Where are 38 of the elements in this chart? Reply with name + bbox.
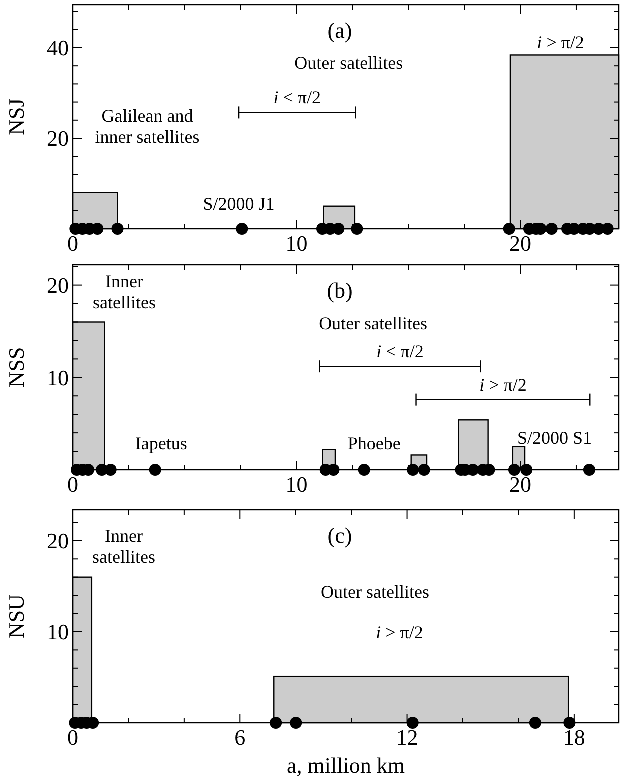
y-axis-title: NSJ [4,98,29,136]
annotation: i > π/2 [537,32,584,52]
y-axis-title: NSU [4,594,29,639]
annotation: i < π/2 [274,88,321,108]
annotation: Outer satellites [294,53,404,74]
annotation: S/2000 J1 [203,194,275,214]
x-tick-label: 20 [510,231,532,256]
x-tick-label: 6 [234,725,246,750]
x-tick-label: 20 [510,472,532,497]
x-tick-label: 0 [68,725,78,750]
annotation: Iapetus [135,434,188,454]
x-tick-label: 18 [563,725,586,750]
x-tick-label: 0 [68,231,78,256]
y-tick-label: 40 [47,36,69,61]
annotation: Inner satellites [92,526,156,568]
y-axis-title: NSS [4,347,29,388]
annotation: Outer satellites [321,582,430,602]
y-tick-label: 10 [47,620,69,645]
annotation: i > π/2 [480,374,527,395]
x-axis-title: a, million km [287,753,405,778]
y-tick-label: 10 [47,365,69,390]
annotation: Inner satellites [92,272,156,313]
text: (a) [328,18,352,43]
text: (c) [328,523,352,548]
x-tick-label: 10 [286,472,308,497]
annotation: Galilean and inner satellites [95,106,200,148]
y-tick-label: 20 [47,273,69,298]
x-tick-label: 0 [68,472,78,497]
annotation: i < π/2 [376,342,424,362]
text: (b) [327,278,353,303]
x-tick-label: 10 [286,231,308,256]
annotation: Phoebe [348,434,401,454]
annotation: S/2000 S1 [518,428,592,448]
annotation: i > π/2 [376,622,424,642]
x-tick-label: 12 [396,725,418,750]
y-tick-label: 20 [47,126,69,152]
y-tick-label: 20 [47,528,69,554]
annotation: Outer satellites [319,313,428,334]
